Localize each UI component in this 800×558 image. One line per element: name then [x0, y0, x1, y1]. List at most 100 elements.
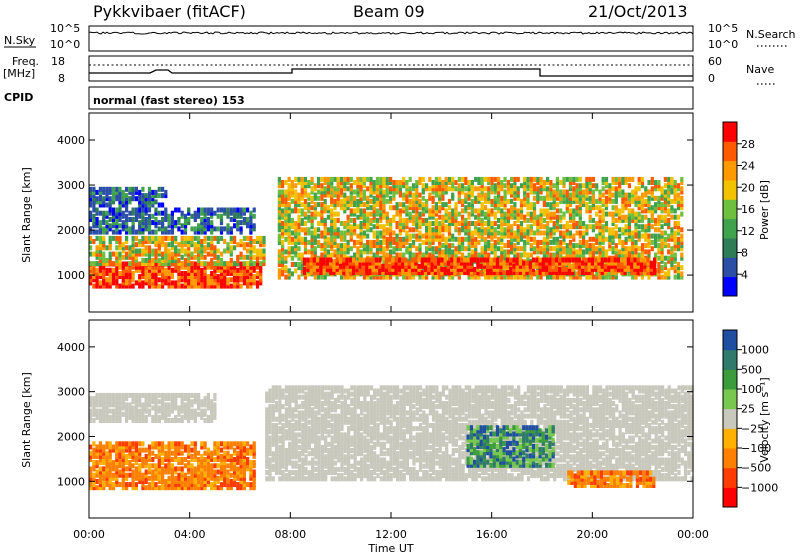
power-cell	[226, 208, 229, 213]
power-cell	[463, 258, 466, 263]
power-cell	[445, 208, 448, 213]
power-colorbar-label: Power [dB]	[758, 180, 771, 240]
power-cell	[118, 271, 121, 276]
power-cell	[509, 258, 512, 263]
power-cell	[473, 267, 476, 272]
power-cell	[181, 284, 184, 289]
power-cell	[337, 227, 340, 232]
power-cell	[168, 230, 171, 235]
power-cell	[102, 226, 105, 231]
power-cell	[536, 240, 539, 245]
power-cell	[297, 193, 300, 198]
power-cell	[122, 211, 125, 216]
power-cell	[647, 234, 650, 239]
power-cell	[605, 190, 608, 195]
power-cell	[164, 190, 167, 195]
power-cell	[422, 275, 425, 280]
power-cell	[262, 249, 265, 254]
velocity-cell	[177, 473, 180, 478]
power-cell	[510, 205, 513, 210]
power-cell	[461, 253, 464, 258]
power-cell	[360, 249, 363, 254]
power-cell	[549, 202, 552, 207]
power-cell	[510, 199, 513, 204]
power-cell	[494, 227, 497, 232]
power-cell	[556, 275, 559, 280]
power-cell	[256, 236, 259, 241]
power-cell	[243, 217, 246, 222]
power-cell	[589, 177, 592, 182]
power-cell	[314, 246, 317, 251]
power-cell	[284, 265, 287, 270]
power-cell	[379, 177, 382, 182]
power-cell	[634, 212, 637, 217]
power-cell	[471, 221, 474, 226]
power-cell	[314, 183, 317, 188]
power-cell	[337, 243, 340, 248]
power-cell	[677, 193, 680, 198]
power-cell	[174, 280, 177, 285]
velocity-cell	[194, 441, 197, 446]
power-cell	[304, 199, 307, 204]
power-cell	[532, 264, 535, 269]
power-cell	[112, 261, 115, 266]
power-cell	[122, 220, 125, 225]
power-cell	[333, 249, 336, 254]
power-cell	[373, 196, 376, 201]
power-cell	[427, 258, 430, 263]
power-cell	[135, 230, 138, 235]
power-cell	[448, 205, 451, 210]
velocity-cell	[148, 482, 151, 487]
power-cell	[458, 212, 461, 217]
power-cell	[368, 258, 371, 263]
power-cell	[294, 262, 297, 267]
power-cell	[223, 208, 226, 213]
velocity-cell	[138, 448, 141, 453]
power-cell	[533, 183, 536, 188]
power-cell	[253, 274, 256, 279]
power-cell	[487, 253, 490, 258]
velocity-cell	[168, 476, 171, 481]
power-cell	[680, 265, 683, 270]
power-cell	[181, 223, 184, 228]
power-cell	[657, 234, 660, 239]
power-cell	[543, 180, 546, 185]
power-cell	[141, 208, 144, 213]
power-cell	[402, 218, 405, 223]
power-cell	[481, 202, 484, 207]
power-cell	[605, 196, 608, 201]
power-cell	[674, 231, 677, 236]
power-cell	[204, 245, 207, 250]
power-cell	[595, 246, 598, 251]
power-cell	[428, 221, 431, 226]
velocity-cell	[112, 482, 115, 487]
power-cell	[109, 223, 112, 228]
power-cell	[132, 271, 135, 276]
power-cell	[181, 255, 184, 260]
power-cell	[487, 240, 490, 245]
power-cell	[356, 240, 359, 245]
power-cell	[405, 246, 408, 251]
velocity-cell	[230, 473, 233, 478]
power-cell	[507, 240, 510, 245]
power-cell	[304, 227, 307, 232]
power-cell	[464, 177, 467, 182]
power-cell	[340, 231, 343, 236]
power-cell	[422, 183, 425, 188]
power-cell	[412, 253, 415, 258]
power-cell	[158, 284, 161, 289]
power-cell	[324, 218, 327, 223]
velocity-cell	[220, 448, 223, 453]
power-cell	[651, 234, 654, 239]
power-cell	[96, 190, 99, 195]
velocity-cell	[184, 445, 187, 450]
power-cell	[496, 258, 499, 263]
power-cell	[569, 193, 572, 198]
power-cell	[168, 214, 171, 219]
power-cell	[386, 237, 389, 242]
power-cell	[329, 258, 332, 263]
power-cell	[612, 246, 615, 251]
power-cell	[500, 246, 503, 251]
power-cell	[517, 224, 520, 229]
